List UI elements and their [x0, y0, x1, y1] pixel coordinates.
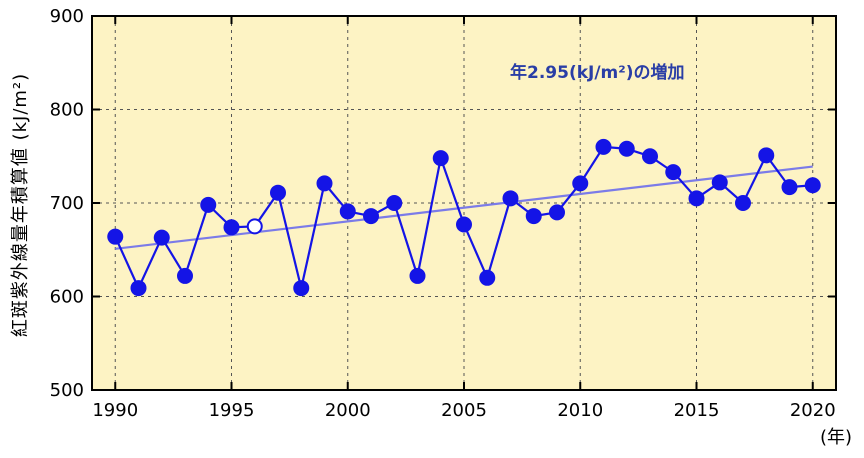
- data-point: [525, 208, 542, 225]
- trend-annotation: 年2.95(kJ/m²)の増加: [510, 62, 684, 83]
- data-point: [804, 177, 821, 194]
- x-tick-label: 2005: [441, 400, 487, 421]
- data-point: [595, 138, 612, 155]
- data-point: [781, 179, 798, 196]
- data-point: [758, 147, 775, 164]
- x-tick-label: 2015: [674, 400, 720, 421]
- data-point: [665, 164, 682, 181]
- data-point: [293, 280, 310, 297]
- data-point-open: [246, 218, 263, 235]
- data-point: [177, 267, 193, 284]
- series-group: [107, 138, 821, 297]
- data-point: [409, 267, 426, 284]
- y-tick-label: 900: [50, 6, 84, 27]
- data-point: [432, 150, 449, 167]
- x-axis-unit: (年): [820, 427, 852, 448]
- data-point: [479, 269, 496, 286]
- tick-marks: [92, 15, 836, 391]
- x-tick-label: 2010: [557, 400, 603, 421]
- data-point: [711, 174, 728, 191]
- data-point: [363, 208, 379, 225]
- data-point: [572, 175, 589, 192]
- data-point: [688, 190, 705, 207]
- data-point: [316, 175, 333, 192]
- y-tick-label: 500: [50, 380, 84, 401]
- data-point: [339, 203, 356, 220]
- y-axis-title: 紅斑紫外線量年積算値 (kJ/m²): [10, 73, 31, 337]
- x-tick-label: 1990: [92, 400, 138, 421]
- data-point: [549, 204, 565, 221]
- x-tick-label: 2020: [790, 400, 836, 421]
- x-tick-label: 1995: [209, 400, 255, 421]
- data-point: [618, 140, 635, 157]
- data-point: [130, 280, 147, 297]
- data-point: [735, 195, 751, 211]
- data-point: [386, 195, 403, 211]
- data-point: [502, 190, 519, 207]
- data-point: [200, 196, 217, 213]
- y-tick-label: 600: [50, 287, 84, 308]
- x-tick-label: 2000: [325, 400, 371, 421]
- data-point: [223, 219, 240, 236]
- data-point: [107, 228, 124, 245]
- data-point: [456, 216, 472, 233]
- x-tick-labels: 1990 1995 2000 2005 2010 2015 2020: [92, 400, 835, 421]
- data-point: [270, 184, 286, 201]
- y-tick-labels: 500 600 700 800 900: [50, 6, 84, 401]
- data-point: [153, 229, 170, 246]
- gridlines: [92, 16, 836, 390]
- y-tick-label: 800: [50, 100, 84, 121]
- y-tick-label: 700: [50, 193, 84, 214]
- data-point: [642, 148, 658, 165]
